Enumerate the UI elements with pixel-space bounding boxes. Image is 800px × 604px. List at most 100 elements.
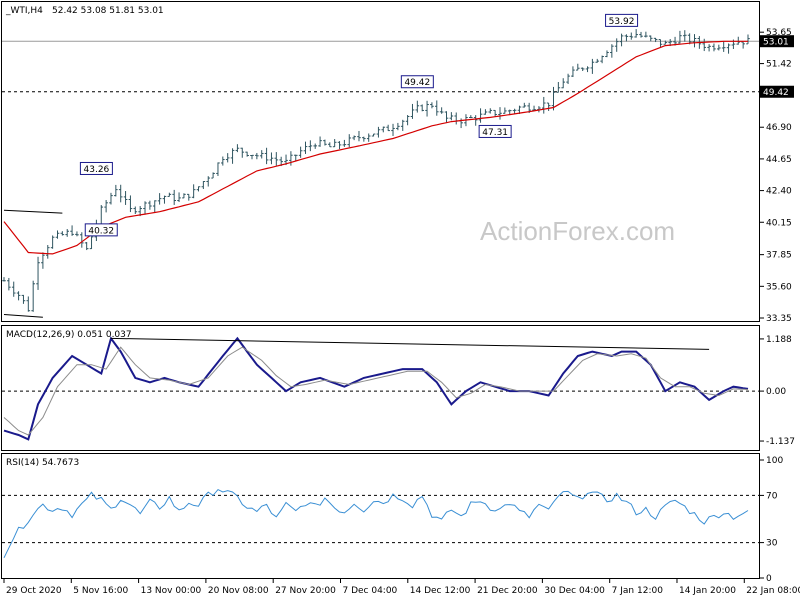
price-bar: [746, 34, 750, 45]
price-bar: [624, 34, 629, 42]
price-bar: [454, 112, 459, 125]
price-bar: [362, 136, 366, 142]
price-tick-label: 33.35: [766, 314, 792, 324]
price-bar: [45, 245, 50, 259]
price-bar: [2, 277, 6, 282]
price-bar: [216, 162, 220, 176]
price-bar: [225, 153, 230, 163]
price-bar: [721, 41, 726, 52]
price-bar: [614, 38, 619, 52]
price-annotation-box: [605, 13, 639, 27]
price-bar: [600, 55, 604, 64]
price-bar: [561, 78, 566, 89]
price-bar: [191, 184, 196, 199]
price-bar: [619, 33, 624, 47]
rsi-tick-label: 0: [766, 574, 772, 584]
price-tick-label: 37.85: [766, 251, 792, 261]
time-tick-label: 22 Jan 08:00: [746, 586, 800, 596]
price-bar: [162, 195, 167, 204]
price-panel-frame: [1, 1, 760, 322]
current-price-tag-bg: [760, 35, 794, 48]
price-bar: [123, 191, 128, 205]
price-bar: [157, 193, 162, 205]
price-bar: [590, 58, 595, 74]
price-bar: [546, 102, 551, 111]
price-annotation-box: [478, 124, 512, 138]
price-bar: [70, 225, 74, 236]
price-annotation-label: 40.32: [88, 226, 114, 236]
price-tick-label: 35.60: [766, 282, 792, 292]
price-bar: [381, 126, 386, 133]
symbol-label: _WTI,H4: [5, 6, 43, 16]
price-bar: [36, 256, 40, 290]
price-bar: [595, 58, 600, 63]
price-bar: [55, 230, 60, 239]
price-bar: [469, 115, 473, 119]
price-bar: [566, 73, 570, 84]
price-tick-label: 42.40: [766, 187, 792, 197]
price-bar: [653, 37, 658, 43]
price-bar: [678, 30, 682, 44]
price-bar: [328, 142, 332, 148]
price-bar: [182, 193, 186, 199]
price-bar: [211, 172, 215, 179]
price-bar: [80, 232, 84, 248]
macd-plot: [2, 336, 759, 441]
price-bar: [167, 192, 172, 197]
price-bar: [430, 102, 434, 109]
price-bar: [405, 115, 410, 126]
price-bar: [639, 31, 643, 38]
time-tick-label: 21 Dec 20:00: [477, 586, 538, 596]
price-bar: [298, 146, 303, 158]
price-bar: [332, 139, 337, 148]
price-annotation-label: 43.26: [84, 165, 110, 175]
price-bar: [473, 115, 478, 126]
price-bar: [556, 81, 561, 93]
price-bar: [274, 152, 279, 166]
price-bar: [503, 107, 507, 114]
price-bar: [31, 280, 35, 312]
macd-panel-frame: [1, 325, 760, 451]
price-tick-label: 44.65: [766, 155, 792, 165]
price-trendline: [3, 313, 43, 318]
price-bar: [576, 63, 580, 71]
price-tick-label: 53.65: [766, 28, 792, 38]
price-bar: [366, 133, 371, 142]
time-tick-label: 7 Jan 12:00: [612, 586, 664, 596]
price-bar: [376, 126, 381, 138]
price-bar: [104, 200, 108, 213]
price-bar: [663, 40, 668, 45]
price-bar: [644, 31, 648, 38]
price-bar: [726, 43, 731, 54]
price-bar: [148, 200, 152, 210]
price-bar: [610, 44, 614, 58]
rsi-tick-label: 30: [766, 539, 778, 549]
price-trendline: [3, 209, 63, 214]
price-bar: [498, 107, 502, 120]
time-tick-label: 27 Nov 20:00: [275, 586, 336, 596]
price-bar: [75, 231, 79, 237]
price-bar: [347, 134, 352, 148]
price-bar: [629, 32, 634, 40]
price-bar: [687, 33, 692, 45]
time-tick-label: 14 Jan 20:00: [679, 586, 736, 596]
price-bar: [648, 35, 653, 42]
price-bar: [89, 236, 94, 250]
price-bar: [152, 200, 157, 213]
price-bar: [551, 86, 556, 111]
macd-tick-label: 1.188: [766, 335, 792, 345]
price-plot: 43.26 40.32 49.42 47.31 53.92: [2, 13, 759, 318]
price-bar: [352, 135, 356, 141]
macd-line: [3, 336, 749, 441]
price-bar: [308, 140, 313, 152]
macd-tick-label: -1.137: [766, 437, 795, 447]
price-bar: [717, 44, 721, 51]
price-bar: [541, 96, 546, 114]
watermark-text: ActionForex.com: [480, 216, 675, 246]
price-bar: [483, 109, 488, 115]
price-bar: [201, 181, 206, 190]
price-bar: [41, 252, 45, 269]
price-bar: [230, 148, 235, 164]
macd-title: MACD(12,26,9) 0.051 0.037: [6, 330, 132, 340]
price-bar: [293, 154, 298, 162]
